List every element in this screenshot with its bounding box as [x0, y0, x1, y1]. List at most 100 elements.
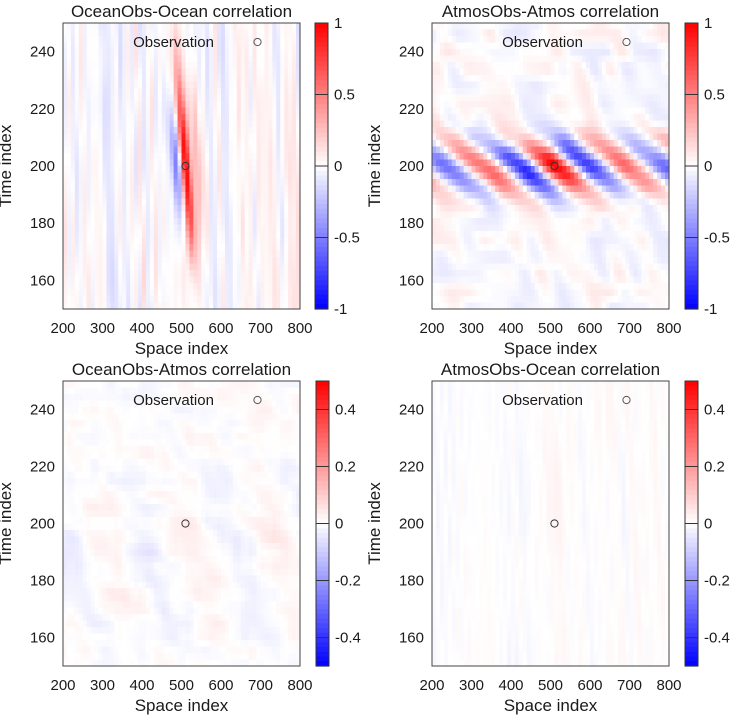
heatmap-cell — [193, 140, 198, 148]
heatmap-cell — [574, 81, 579, 89]
heatmap-cell — [102, 68, 108, 76]
heatmap-cell — [78, 42, 84, 50]
heatmap-cell — [94, 289, 100, 297]
heatmap-cell — [582, 120, 587, 128]
heatmap-cell — [228, 218, 234, 226]
heatmap-cell — [499, 88, 504, 96]
heatmap-cell — [205, 42, 210, 50]
heatmap-cell — [613, 296, 619, 304]
heatmap-cell — [554, 218, 559, 226]
heatmap-cell — [260, 55, 266, 63]
heatmap-cell — [70, 49, 76, 57]
heatmap-cell — [597, 283, 603, 291]
heatmap-cell — [169, 120, 175, 128]
heatmap-cell — [181, 172, 187, 180]
heatmap-cell — [102, 81, 108, 89]
heatmap-cell — [98, 179, 104, 187]
heatmap-cell — [292, 263, 297, 271]
heatmap-cell — [507, 244, 512, 252]
heatmap-cell — [142, 159, 147, 167]
heatmap-cell — [66, 172, 72, 180]
heatmap-cell — [161, 231, 167, 239]
heatmap-cell — [268, 29, 273, 37]
heatmap-cell — [566, 179, 571, 187]
colorbar-segment — [315, 289, 328, 296]
heatmap-cell — [126, 36, 131, 44]
heatmap-cell — [586, 29, 591, 37]
heatmap-cell — [248, 198, 254, 206]
heatmap-cell — [629, 302, 635, 310]
heatmap-cell — [574, 120, 579, 128]
heatmap-cell — [173, 218, 179, 226]
heatmap-cell — [613, 153, 619, 161]
colorbar-segment — [315, 170, 328, 177]
heatmap-cell — [518, 257, 524, 265]
heatmap-cell — [586, 172, 591, 180]
heatmap-cell — [256, 88, 262, 96]
heatmap-cell — [161, 244, 167, 252]
heatmap-cell — [209, 192, 214, 200]
heatmap-cell — [217, 62, 222, 70]
heatmap-cell — [78, 289, 84, 297]
heatmap-cell — [240, 198, 246, 206]
heatmap-cell — [201, 62, 206, 70]
heatmap-cell — [538, 270, 544, 278]
heatmap-cell — [617, 75, 623, 83]
heatmap-cell — [534, 29, 540, 37]
heatmap-cell — [94, 55, 100, 63]
heatmap-cell — [63, 211, 68, 219]
heatmap-cell — [66, 140, 72, 148]
heatmap-cell — [185, 179, 190, 187]
heatmap-cell — [511, 81, 516, 89]
heatmap-cell — [590, 237, 595, 245]
heatmap-cell — [78, 172, 84, 180]
x-axis-label: Space index — [135, 339, 229, 358]
heatmap-cell — [288, 231, 293, 239]
heatmap-cell — [134, 185, 139, 193]
heatmap-cell — [185, 49, 190, 57]
heatmap-cell — [153, 276, 159, 284]
heatmap-cell — [185, 23, 190, 31]
heatmap-cell — [244, 244, 250, 252]
heatmap-cell — [439, 114, 445, 122]
heatmap-cell — [439, 55, 445, 63]
heatmap-cell — [157, 153, 163, 161]
heatmap-cell — [86, 159, 92, 167]
heatmap-cell — [609, 237, 615, 245]
heatmap-cell — [435, 296, 441, 304]
heatmap-cell — [86, 42, 92, 50]
heatmap-cell — [118, 296, 123, 304]
heatmap-cell — [63, 276, 68, 284]
heatmap-cell — [272, 159, 277, 167]
heatmap-cell — [288, 185, 293, 193]
heatmap-cell — [244, 218, 250, 226]
heatmap-cell — [209, 185, 214, 193]
heatmap-cell — [78, 140, 84, 148]
heatmap-cell — [605, 159, 611, 167]
heatmap-cell — [118, 81, 123, 89]
heatmap-cell — [169, 166, 175, 174]
heatmap-cell — [605, 244, 611, 252]
heatmap-cell — [240, 302, 246, 310]
heatmap-cell — [110, 159, 115, 167]
heatmap-cell — [232, 88, 238, 96]
heatmap-cell — [621, 283, 627, 291]
heatmap-cell — [617, 88, 623, 96]
heatmap-cell — [435, 140, 441, 148]
heatmap-cell — [530, 257, 536, 265]
heatmap-cell — [232, 114, 238, 122]
heatmap-cell — [451, 296, 457, 304]
heatmap-cell — [193, 49, 198, 57]
heatmap-cell — [495, 250, 500, 258]
heatmap-cell — [98, 224, 104, 232]
heatmap-cell — [248, 55, 254, 63]
heatmap-cell — [161, 42, 167, 50]
heatmap-cell — [507, 185, 512, 193]
heatmap-cell — [260, 172, 266, 180]
heatmap-cell — [621, 289, 627, 297]
heatmap-cell — [114, 237, 119, 245]
heatmap-cell — [149, 270, 155, 278]
heatmap-cell — [134, 62, 139, 70]
heatmap-cell — [149, 185, 155, 193]
heatmap-cell — [114, 231, 119, 239]
